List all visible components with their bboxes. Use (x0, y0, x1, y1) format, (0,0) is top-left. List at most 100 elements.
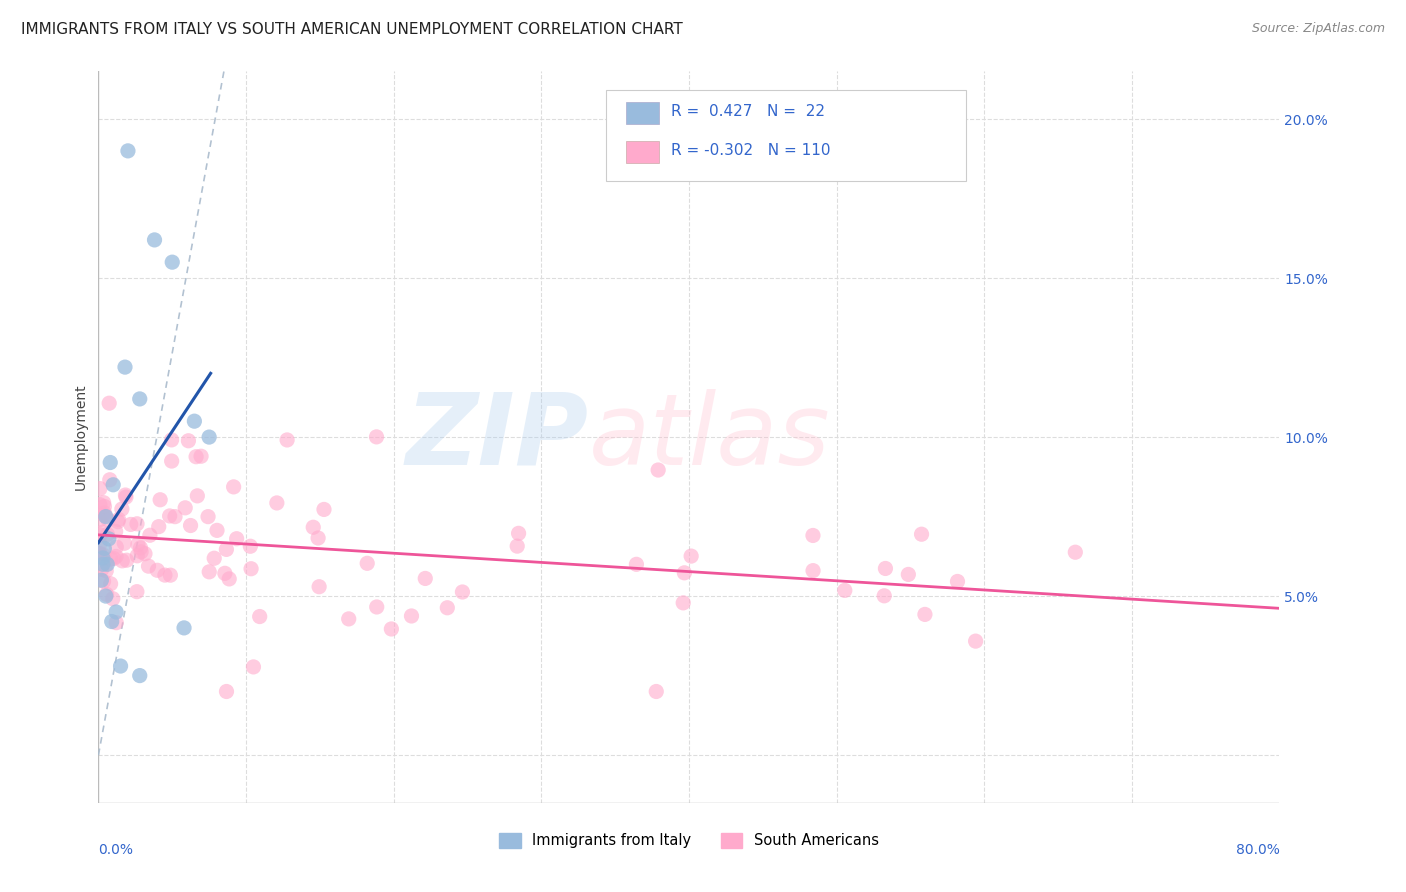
Point (103, 477, 125, 491)
Point (90, 562, 112, 576)
Point (308, 580, 330, 594)
Point (205, 524, 228, 538)
Point (107, 515, 129, 529)
Point (174, 500, 197, 515)
Point (120, 517, 142, 532)
Point (89, 513, 111, 527)
Point (148, 519, 170, 533)
Point (436, 600, 458, 615)
Point (128, 668, 150, 682)
Point (93, 548, 115, 562)
Point (101, 591, 124, 606)
Point (222, 480, 245, 494)
Point (159, 508, 181, 523)
Point (672, 596, 695, 610)
Point (89, 547, 111, 561)
Point (190, 449, 212, 463)
Point (153, 568, 176, 582)
Point (139, 528, 162, 542)
Point (103, 551, 125, 566)
Point (337, 612, 360, 626)
Point (239, 539, 262, 553)
Point (112, 536, 135, 550)
Point (163, 509, 186, 524)
Point (100, 552, 122, 566)
Point (451, 585, 474, 599)
Bar (626, 102, 659, 124)
Point (105, 549, 128, 564)
Point (125, 516, 148, 531)
Point (180, 518, 202, 533)
Point (143, 233, 166, 247)
Point (413, 571, 436, 585)
Point (914, 607, 936, 622)
Point (177, 434, 200, 448)
Point (965, 634, 987, 648)
Point (647, 463, 669, 477)
Point (93, 541, 115, 556)
Point (94, 509, 117, 524)
Point (1064, 545, 1087, 559)
Point (276, 433, 298, 447)
Point (105, 540, 128, 554)
Point (89, 547, 111, 561)
Point (115, 490, 138, 504)
Point (366, 430, 388, 444)
Point (356, 557, 378, 571)
Point (89, 528, 111, 542)
Point (91, 525, 114, 540)
Point (97, 513, 120, 527)
Point (184, 450, 207, 464)
Point (89, 537, 111, 551)
Point (89, 498, 111, 512)
Text: ZIP: ZIP (405, 389, 589, 485)
Point (197, 509, 219, 524)
Point (134, 547, 156, 561)
Point (149, 492, 172, 507)
Point (94, 508, 117, 523)
Point (97, 532, 120, 546)
Point (225, 532, 247, 546)
Text: 80.0%: 80.0% (1236, 843, 1279, 857)
Point (128, 392, 150, 406)
Point (93, 506, 115, 520)
Point (897, 567, 920, 582)
Point (183, 414, 205, 428)
Point (307, 531, 329, 545)
Point (186, 489, 208, 503)
Point (645, 684, 668, 698)
Point (873, 589, 896, 603)
Point (626, 558, 648, 572)
Point (202, 551, 225, 566)
Point (162, 255, 183, 269)
Point (127, 537, 149, 551)
Point (146, 563, 169, 577)
Point (198, 430, 221, 444)
Point (115, 553, 138, 567)
Point (159, 568, 181, 582)
Point (366, 599, 388, 614)
Point (96, 564, 118, 578)
Point (111, 554, 134, 568)
Legend: Immigrants from Italy, South Americans: Immigrants from Italy, South Americans (494, 827, 884, 854)
Point (875, 561, 897, 575)
Point (127, 549, 149, 563)
Text: atlas: atlas (589, 389, 830, 485)
Point (506, 539, 529, 553)
Point (834, 583, 856, 598)
Point (214, 566, 236, 581)
Point (96, 558, 118, 572)
Point (198, 565, 221, 579)
Point (215, 684, 238, 698)
Point (401, 609, 423, 624)
Point (240, 562, 263, 576)
Point (266, 496, 288, 510)
Point (91, 558, 114, 572)
Point (90, 573, 112, 587)
Point (98, 396, 121, 410)
Point (100, 615, 122, 629)
Point (801, 528, 824, 542)
Point (114, 360, 136, 375)
Point (89, 482, 111, 496)
Point (249, 609, 271, 624)
